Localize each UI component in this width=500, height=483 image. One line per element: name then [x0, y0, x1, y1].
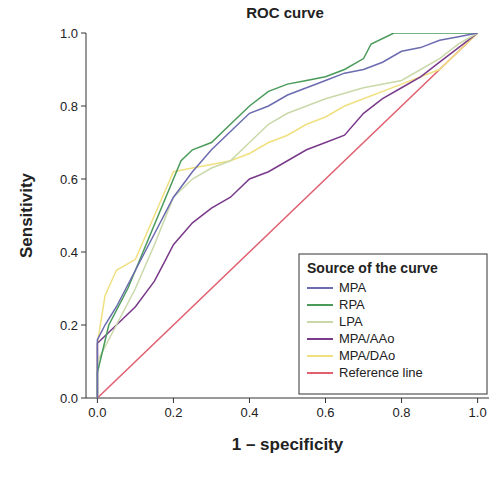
y-axis-line [86, 33, 87, 398]
legend-label: LPA [339, 314, 363, 329]
legend-label: RPA [339, 297, 365, 312]
y-tick-label: 0.6 [60, 172, 78, 187]
x-axis-line [86, 398, 489, 399]
x-tick-label: 0.4 [240, 405, 258, 420]
legend-swatch [307, 338, 333, 340]
legend-label: MPA/DAo [339, 348, 395, 363]
legend-swatch [307, 287, 333, 289]
y-tick-label: 0.4 [60, 245, 78, 260]
x-tick [477, 398, 478, 403]
x-tick-label: 0.6 [316, 405, 334, 420]
x-tick [325, 398, 326, 403]
y-axis-label: Sensitivity [17, 172, 36, 258]
x-tick [249, 398, 250, 403]
legend-box [299, 254, 487, 394]
x-tick [173, 398, 174, 403]
y-tick [81, 325, 86, 326]
title: ROC curve [246, 4, 324, 21]
chart-container: ROC curve 0.0 0.2 0.4 0.6 0.8 1.0 0.0 0.2 0.4 0.6 0… [0, 0, 500, 483]
y-tick [81, 179, 86, 180]
x-tick-label: 1.0 [469, 405, 487, 420]
y-tick [81, 252, 86, 253]
legend-title: Source of the curve [307, 260, 438, 276]
x-tick-label: 0.0 [88, 405, 106, 420]
x-tick-label: 0.8 [393, 405, 411, 420]
legend-swatch [307, 321, 333, 323]
legend-swatch [307, 304, 333, 306]
legend-swatch [307, 372, 333, 374]
legend-label: MPA [339, 280, 367, 295]
x-tick [97, 398, 98, 403]
legend-label: Reference line [339, 365, 423, 380]
y-tick-label: 0.8 [60, 99, 78, 114]
y-tick-label: 1.0 [60, 26, 78, 41]
legend-swatch [307, 355, 333, 357]
y-tick [81, 106, 86, 107]
legend: Source of the curve MPA RPA LPA MPA/AAo MPA/D… [299, 254, 487, 394]
legend-label: MPA/AAo [339, 331, 394, 346]
x-axis-label: 1 – specificity [232, 435, 344, 454]
x-tick-label: 0.2 [164, 405, 182, 420]
y-tick [81, 398, 86, 399]
chart-svg: ROC curve 0.0 0.2 0.4 0.6 0.8 1.0 0.0 0.2 0.4 0.6 0… [0, 0, 500, 483]
y-tick-label: 0.2 [60, 318, 78, 333]
y-tick [81, 33, 86, 34]
y-tick-label: 0.0 [60, 391, 78, 406]
x-tick [401, 398, 402, 403]
